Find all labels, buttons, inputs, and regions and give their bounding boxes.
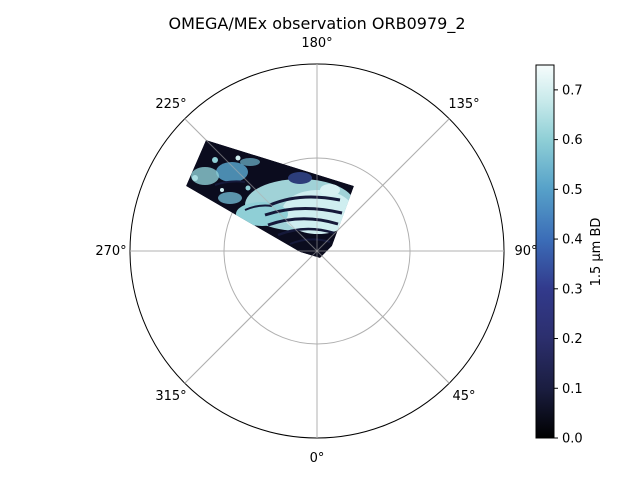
colorbar-tick-label: 0.5 — [562, 183, 583, 198]
chart-title: OMEGA/MEx observation ORB0979_2 — [168, 14, 465, 34]
theta-label-315: 315° — [155, 389, 186, 404]
theta-label-270: 270° — [95, 244, 126, 259]
colorbar-gradient — [535, 64, 555, 439]
angular-gridline — [184, 118, 318, 252]
colorbar-ticks: 0.0 0.1 0.2 0.3 0.4 0.5 0.6 0.7 — [554, 83, 583, 447]
angular-gridlines-overlay — [130, 64, 504, 438]
colorbar-tick-label: 0.2 — [562, 332, 583, 347]
polar-axes: 180° 135° 90° 45° 0° 315° 270° 225° — [95, 36, 537, 466]
theta-label-225: 225° — [155, 97, 186, 112]
colorbar-tick-label: 0.7 — [562, 83, 583, 98]
observation-swath — [186, 140, 354, 258]
theta-label-90: 90° — [514, 244, 537, 259]
colorbar-tick-label: 0.6 — [562, 133, 583, 148]
theta-label-45: 45° — [452, 389, 475, 404]
colorbar-tick-label: 0.1 — [562, 382, 583, 397]
colorbar-tick-label: 0.0 — [562, 432, 583, 447]
theta-label-0: 0° — [310, 451, 325, 466]
colorbar-tick-label: 0.3 — [562, 282, 583, 297]
angular-gridline — [184, 250, 318, 384]
theta-label-180: 180° — [301, 36, 332, 51]
colorbar-label: 1.5 µm BD — [589, 218, 604, 287]
colorbar: 0.0 0.1 0.2 0.3 0.4 0.5 0.6 0.7 1.5 µm BD — [535, 64, 604, 447]
theta-label-135: 135° — [448, 97, 479, 112]
angular-gridline — [316, 250, 450, 384]
angular-gridline — [316, 118, 450, 252]
colorbar-tick-label: 0.4 — [562, 233, 583, 248]
